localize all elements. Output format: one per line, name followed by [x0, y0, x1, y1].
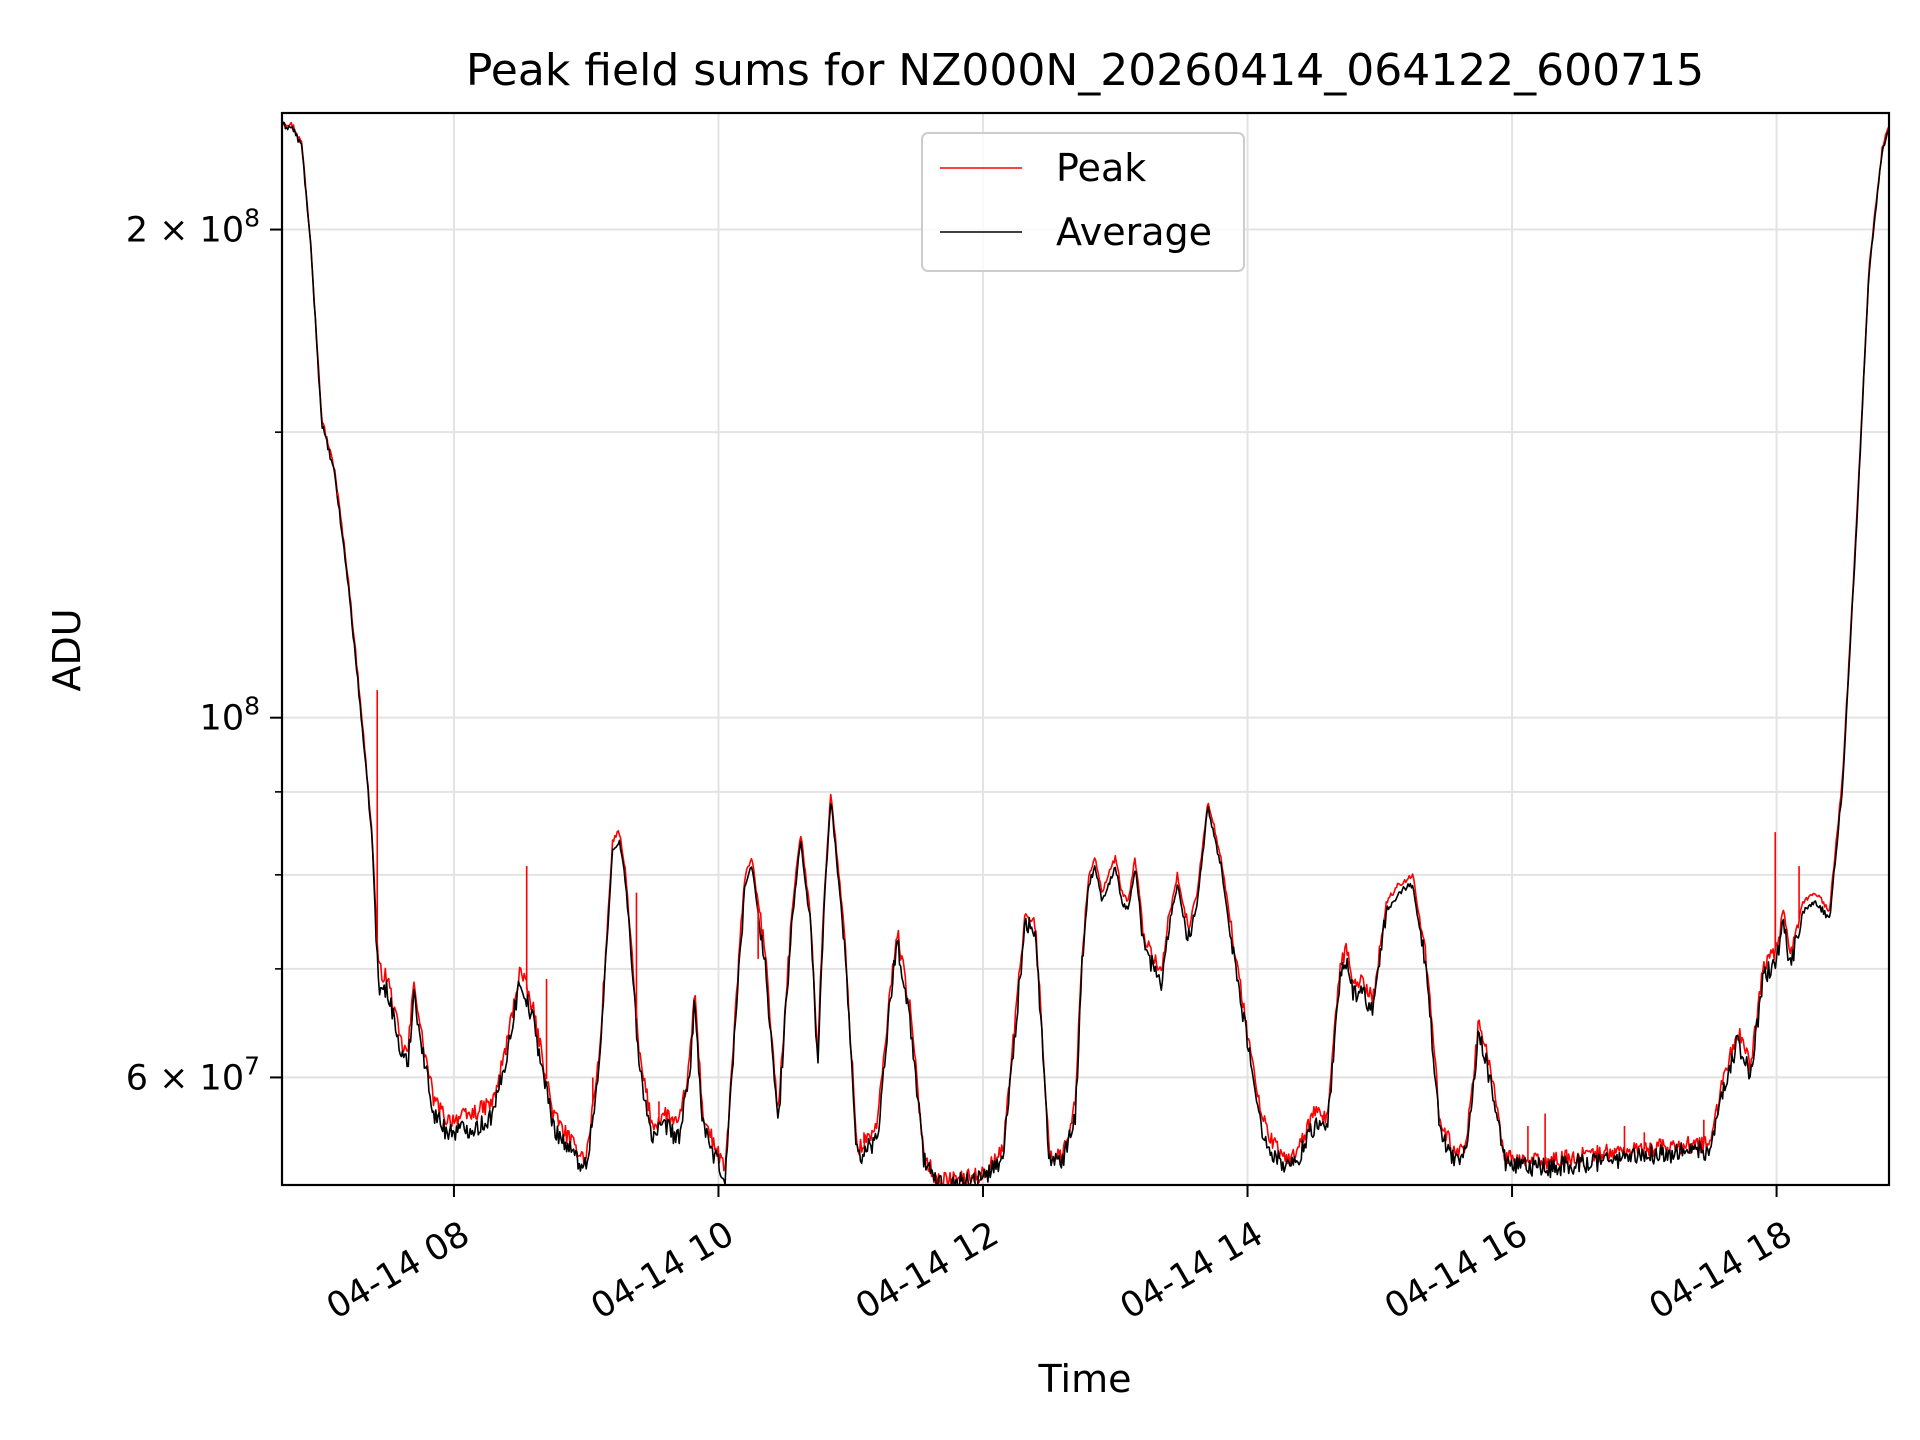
series-line-peak: [282, 121, 1889, 1185]
y-tick-label: 6 × 107: [126, 1051, 260, 1098]
grid: [282, 113, 1889, 1185]
legend: Peak Average: [921, 132, 1245, 272]
series-layer: [282, 121, 1889, 1185]
legend-label-peak: Peak: [1056, 146, 1146, 190]
y-tick-label: 2 × 108: [126, 204, 260, 251]
y-tick-label: 108: [200, 692, 260, 739]
y-tick-label-exponent: 8: [244, 692, 260, 721]
plot-frame: [280, 111, 1891, 1187]
chart-title: Peak field sums for NZ000N_20260414_0641…: [466, 45, 1704, 96]
legend-label-average: Average: [1056, 210, 1212, 254]
series-line-average: [282, 121, 1889, 1185]
y-tick-label-exponent: 7: [244, 1051, 260, 1080]
y-tick-label-exponent: 8: [244, 204, 260, 233]
y-axis-label: ADU: [45, 608, 89, 691]
y-tick-label-base: 10: [200, 699, 245, 739]
y-tick-label-base: 2 × 10: [126, 211, 244, 251]
x-axis-label: Time: [1038, 1357, 1132, 1401]
y-tick-label-base: 6 × 10: [126, 1058, 244, 1098]
